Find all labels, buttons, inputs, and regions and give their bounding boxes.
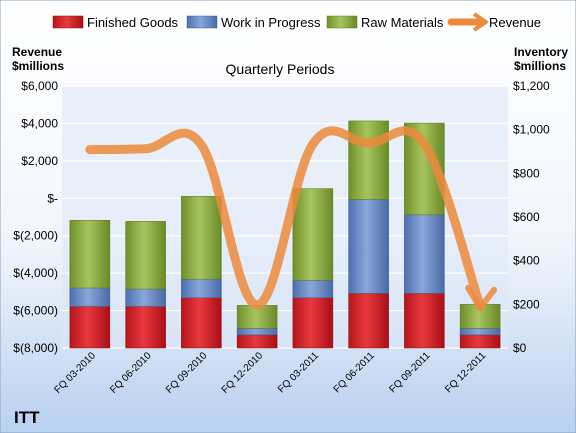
chart-title: Quarterly Periods — [226, 61, 335, 77]
bar-segment-raw-materials — [292, 188, 334, 281]
bar-segment-finished-goods — [348, 293, 389, 349]
bar-segment-work-in-progress — [125, 288, 166, 307]
right-tick-label: $600 — [513, 210, 540, 224]
bar-segment-finished-goods — [69, 306, 111, 349]
right-axis-title-line1: Inventory — [514, 45, 568, 59]
bar-segment-raw-materials — [125, 221, 166, 290]
legend-label-revenue: Revenue — [489, 15, 541, 30]
left-tick-label: $(4,000) — [13, 266, 58, 280]
left-tick-label: $2,000 — [21, 154, 58, 168]
left-tick-label: $(2,000) — [13, 229, 58, 243]
right-tick-label: $1,000 — [513, 123, 550, 137]
right-axis-title-line2: $millions — [514, 59, 566, 73]
legend-label-work-in-progress: Work in Progress — [221, 15, 321, 30]
right-axis-ticks: $0 $200 $400 $600 $800 $1,000 $1,200 — [513, 79, 550, 355]
bar-segment-work-in-progress — [348, 199, 389, 294]
company-name: ITT — [14, 408, 40, 427]
left-axis-title-line2: $millions — [12, 59, 64, 73]
bar-segment-finished-goods — [292, 297, 334, 349]
bar-segment-work-in-progress — [236, 328, 278, 336]
right-tick-label: $200 — [513, 297, 540, 311]
legend-swatch-work-in-progress — [186, 15, 218, 29]
left-axis-title-line1: Revenue — [12, 45, 62, 59]
right-tick-label: $0 — [513, 341, 527, 355]
legend: Finished Goods Work in Progress Raw Mate… — [52, 12, 541, 32]
left-tick-label: $(8,000) — [13, 341, 58, 355]
right-tick-label: $1,200 — [513, 79, 550, 93]
bar-segment-work-in-progress — [404, 214, 445, 294]
revenue-arrowhead — [465, 284, 498, 311]
revenue-line-group — [85, 126, 498, 311]
legend-arrowhead-revenue — [472, 12, 488, 32]
bar-segment-work-in-progress — [459, 328, 501, 336]
bar-segment-finished-goods — [181, 297, 222, 349]
bar-segment-raw-materials — [348, 120, 389, 200]
left-axis-ticks: $(8,000) $(6,000) $(4,000) $(2,000) $- $2,000… — [13, 79, 58, 355]
legend-label-finished-goods: Finished Goods — [87, 15, 179, 30]
bar-segment-work-in-progress — [181, 278, 222, 299]
bar-segment-work-in-progress — [69, 287, 111, 307]
bar-segment-raw-materials — [69, 220, 111, 289]
legend-label-raw-materials: Raw Materials — [361, 15, 444, 30]
left-tick-label: $(6,000) — [13, 304, 58, 318]
bar-segment-finished-goods — [459, 334, 501, 349]
left-tick-label: $- — [47, 191, 58, 205]
bar-segment-finished-goods — [125, 306, 166, 349]
bar-segment-finished-goods — [404, 293, 445, 349]
left-tick-label: $4,000 — [21, 116, 58, 130]
right-tick-label: $400 — [513, 254, 540, 268]
bar-segment-finished-goods — [236, 334, 278, 349]
bar-segment-raw-materials — [181, 196, 222, 280]
legend-swatch-raw-materials — [326, 15, 358, 29]
right-tick-label: $800 — [513, 166, 540, 180]
legend-swatch-finished-goods — [52, 15, 84, 29]
bar-segment-work-in-progress — [292, 280, 334, 299]
left-tick-label: $6,000 — [21, 79, 58, 93]
